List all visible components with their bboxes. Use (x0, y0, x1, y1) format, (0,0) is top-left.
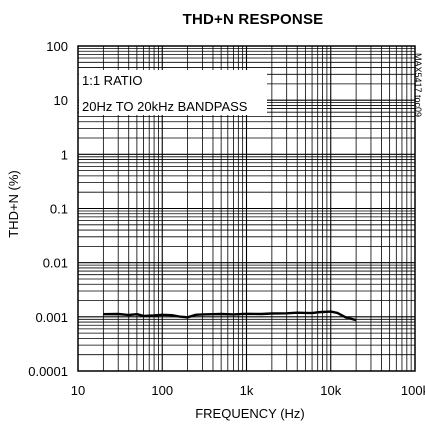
series-layer (103, 310, 357, 322)
y-tick-label: 0.01 (43, 256, 68, 271)
chart-title: THD+N RESPONSE (183, 11, 324, 28)
plot-frame (77, 45, 416, 372)
x-tick-label: 10k (320, 383, 341, 398)
y-tick-label: 0.1 (50, 202, 68, 217)
series-line-1 (103, 310, 357, 322)
y-tick-labels: 100 10 1 0.1 0.01 0.001 0.0001 (28, 39, 68, 379)
y-tick-label: 10 (54, 93, 68, 108)
y-axis-label: THD+N (%) (6, 170, 21, 238)
annotation-text: 1:1 RATIO (82, 73, 142, 88)
annotation-text: 20Hz TO 20kHz BANDPASS (82, 99, 248, 114)
x-axis-label: FREQUENCY (Hz) (195, 406, 305, 421)
x-tick-label: 1k (240, 383, 254, 398)
annotations: 1:1 RATIO 20Hz TO 20kHz BANDPASS (79, 70, 267, 115)
x-tick-label: 100 (151, 383, 173, 398)
x-tick-labels: 10 100 1k 10k 100k (71, 383, 425, 398)
figure-code: MAX5417 toc09 (413, 53, 423, 117)
annotation-box (79, 70, 267, 115)
x-tick-label: 100k (401, 383, 425, 398)
y-tick-label: 0.0001 (28, 364, 68, 379)
y-tick-label: 1 (61, 147, 68, 162)
x-tick-label: 10 (71, 383, 85, 398)
y-tick-label: 100 (46, 39, 68, 54)
y-tick-label: 0.001 (35, 310, 68, 325)
